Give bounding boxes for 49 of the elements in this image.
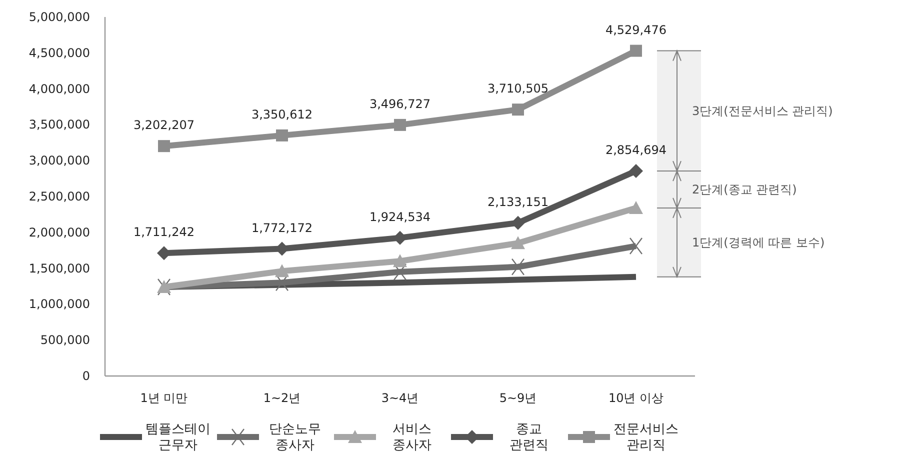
legend-label: 템플스테이 근무자 — [146, 422, 210, 453]
point — [511, 258, 525, 276]
data-label: 2,133,151 — [487, 194, 549, 209]
y-tick-label: 2,000,000 — [28, 225, 90, 240]
legend-label: 종교 관련직 — [510, 422, 548, 453]
y-tick-label: 0 — [82, 369, 90, 383]
point — [629, 237, 643, 255]
point — [629, 200, 643, 214]
data-label: 3,202,207 — [133, 118, 195, 132]
point — [275, 274, 289, 292]
data-label: 2,854,694 — [605, 143, 667, 158]
band-label: 3단계(전문서비스 관리직) — [692, 104, 833, 118]
point — [630, 44, 642, 57]
y-tick-label: 4,500,000 — [28, 46, 90, 60]
y-tick-label: 1,000,000 — [28, 297, 90, 312]
data-label: 1,772,172 — [251, 220, 313, 235]
x-tick-label: 5~9년 — [499, 391, 537, 405]
legend-label: 서비스 종사자 — [392, 422, 432, 453]
y-tick-label: 5,000,000 — [28, 10, 90, 24]
point — [393, 263, 407, 280]
point — [275, 264, 289, 278]
band-label: 1단계(경력에 따른 보수) — [692, 235, 825, 250]
y-tick-label: 2,500,000 — [28, 190, 90, 204]
legend-label: 단순노무 종사자 — [269, 422, 321, 453]
x-tick-label: 1년 미만 — [140, 391, 188, 405]
point — [512, 104, 524, 116]
data-label: 3,496,727 — [369, 96, 431, 111]
point — [158, 140, 170, 152]
point — [157, 280, 171, 293]
data-label: 3,350,612 — [251, 107, 313, 122]
x-tick-label: 10년 이상 — [608, 391, 664, 405]
band-label: 2단계(종교 관련직) — [692, 182, 797, 197]
point — [511, 236, 525, 250]
point — [393, 254, 407, 268]
data-label: 1,924,534 — [369, 210, 431, 224]
point — [394, 118, 406, 131]
x-tick-label: 3~4년 — [381, 391, 419, 405]
point — [629, 164, 643, 178]
legend-label: 전문서비스 관리직 — [614, 422, 678, 453]
point — [276, 129, 288, 142]
data-label: 1,711,242 — [133, 225, 195, 240]
data-label: 3,710,505 — [487, 82, 549, 96]
y-tick-label: 1,500,000 — [28, 261, 90, 276]
x-tick-label: 1~2년 — [263, 391, 301, 405]
y-tick-label: 3,000,000 — [28, 154, 90, 168]
y-tick-label: 500,000 — [40, 333, 90, 348]
y-tick-label: 4,000,000 — [28, 82, 90, 96]
y-tick-label: 3,500,000 — [28, 118, 90, 132]
data-label: 4,529,476 — [605, 22, 667, 37]
